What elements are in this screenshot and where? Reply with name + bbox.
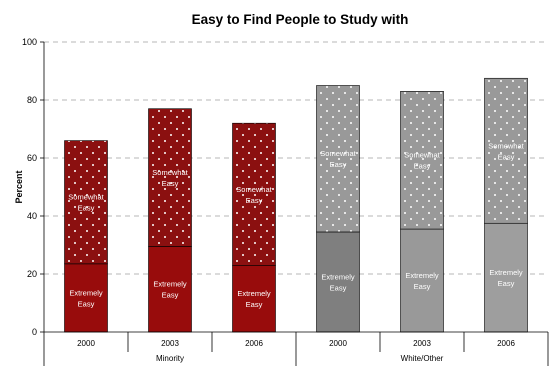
segment-label-extremely-easy: Easy (498, 279, 515, 288)
segment-label-somewhat-easy: Easy (78, 204, 95, 213)
bars: Extremely Easy Somewhat Easy Extremely Easy So… (64, 77, 528, 333)
segment-label-somewhat-easy: Somewhat (236, 185, 272, 194)
segment-label-somewhat-easy: Easy (330, 160, 347, 169)
y-tick-label: 40 (27, 211, 37, 221)
bar-segment-extremely-easy (400, 228, 444, 333)
x-tick-label: 2006 (497, 339, 515, 348)
segment-label-somewhat-easy: Somewhat (320, 149, 356, 158)
y-tick-label: 20 (27, 269, 37, 279)
segment-label-somewhat-easy: Easy (414, 162, 431, 171)
segment-label-extremely-easy: Extremely (153, 280, 187, 289)
segment-label-somewhat-easy: Easy (162, 179, 179, 188)
group-label: Minority (156, 354, 184, 363)
segment-label-extremely-easy: Easy (330, 283, 347, 292)
segment-label-extremely-easy: Easy (162, 291, 179, 300)
y-tick-label: 100 (22, 37, 37, 47)
x-axis: 2000 2003 2006 2000 2003 2006 Minority White/Ot… (43, 331, 549, 366)
segment-label-extremely-easy: Extremely (321, 272, 355, 281)
bar-segment-somewhat-easy (400, 91, 444, 230)
bar-segment-extremely-easy (64, 263, 108, 333)
bar-segment-somewhat-easy (148, 108, 192, 247)
bar-segment-extremely-easy (484, 222, 528, 333)
segment-label-extremely-easy: Easy (78, 299, 95, 308)
chart-title: Easy to Find People to Study with (192, 12, 409, 27)
bar-segment-somewhat-easy (64, 140, 108, 265)
segment-label-somewhat-easy: Somewhat (488, 141, 524, 150)
segment-label-extremely-easy: Easy (246, 300, 263, 309)
x-tick-label: 2000 (329, 339, 347, 348)
bar-segment-extremely-easy (232, 264, 276, 333)
group-label: White/Other (401, 354, 444, 363)
x-tick-label: 2003 (161, 339, 179, 348)
segment-label-extremely-easy: Extremely (489, 268, 523, 277)
bar-segment-somewhat-easy (232, 122, 276, 266)
gridlines (44, 41, 548, 275)
bar-segment-somewhat-easy (316, 85, 360, 233)
segment-label-extremely-easy: Easy (414, 282, 431, 291)
segment-label-somewhat-easy: Easy (498, 152, 515, 161)
segment-label-extremely-easy: Extremely (69, 288, 103, 297)
segment-label-somewhat-easy: Easy (246, 196, 263, 205)
y-tick-label: 60 (27, 153, 37, 163)
x-tick-label: 2000 (77, 339, 95, 348)
segment-label-somewhat-easy: Somewhat (404, 151, 440, 160)
x-tick-label: 2006 (245, 339, 263, 348)
segment-label-extremely-easy: Extremely (237, 289, 271, 298)
x-tick-label: 2003 (413, 339, 431, 348)
y-axis-ticks: 0 20 40 60 80 100 (22, 37, 45, 337)
y-tick-label: 80 (27, 95, 37, 105)
y-tick-label: 0 (32, 327, 37, 337)
bar-segment-extremely-easy (316, 231, 360, 333)
segment-label-somewhat-easy: Somewhat (152, 168, 188, 177)
segment-label-extremely-easy: Extremely (405, 271, 439, 280)
bar-segment-extremely-easy (148, 246, 192, 333)
y-axis-label: Percent (14, 170, 24, 203)
segment-label-somewhat-easy: Somewhat (68, 193, 104, 202)
bar-segment-somewhat-easy (484, 77, 528, 224)
